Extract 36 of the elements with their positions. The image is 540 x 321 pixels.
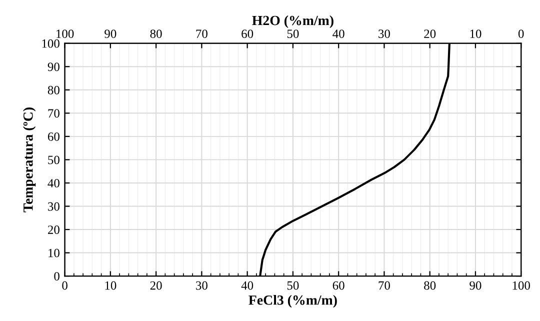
x2-axis-title: H2O (%m/m) xyxy=(252,15,334,28)
x2-tick-label: 60 xyxy=(242,30,254,38)
x-tick-label: 80 xyxy=(424,281,436,290)
x-tick-label: 0 xyxy=(62,281,68,290)
y-tick-label: 80 xyxy=(48,86,60,94)
y-tick-label: 50 xyxy=(48,156,60,164)
x2-tick-label: 30 xyxy=(378,30,390,38)
y-tick-label: 90 xyxy=(48,62,60,72)
y-tick-label: 0 xyxy=(54,272,60,281)
x2-tick-label: 80 xyxy=(150,30,162,38)
y-axis-title: Temperatura (ºC) xyxy=(23,108,36,212)
x-tick-label: 40 xyxy=(241,281,254,290)
x-tick-label: 60 xyxy=(332,281,344,290)
x2-tick-label: 90 xyxy=(104,30,116,38)
y-tick-label: 30 xyxy=(48,202,60,211)
x-axis-title: FeCl3 (%m/m) xyxy=(248,295,337,308)
x-tick-label: 50 xyxy=(287,281,299,290)
x2-tick-label: 50 xyxy=(287,30,299,38)
y-tick-label: 60 xyxy=(48,132,60,141)
x2-tick-label: 40 xyxy=(332,30,344,38)
y-tick-label: 10 xyxy=(48,248,60,258)
x2-tick-label: 0 xyxy=(518,30,524,38)
x2-tick-label: 70 xyxy=(196,30,208,38)
x-tick-label: 10 xyxy=(105,281,116,290)
y-tick-label: 100 xyxy=(42,39,60,48)
x-tick-label: 100 xyxy=(512,281,530,290)
y-tick-label: 40 xyxy=(48,178,60,188)
x-tick-label: 20 xyxy=(150,281,162,290)
y-tick-label: 20 xyxy=(48,226,60,234)
x-tick-label: 90 xyxy=(470,281,482,290)
x-tick-label: 70 xyxy=(378,281,390,290)
x-tick-label: 30 xyxy=(196,281,208,290)
x2-tick-label: 20 xyxy=(424,30,436,38)
x2-tick-label: 10 xyxy=(470,30,482,38)
y-tick-label: 70 xyxy=(48,109,60,118)
x2-tick-label: 100 xyxy=(56,30,74,38)
